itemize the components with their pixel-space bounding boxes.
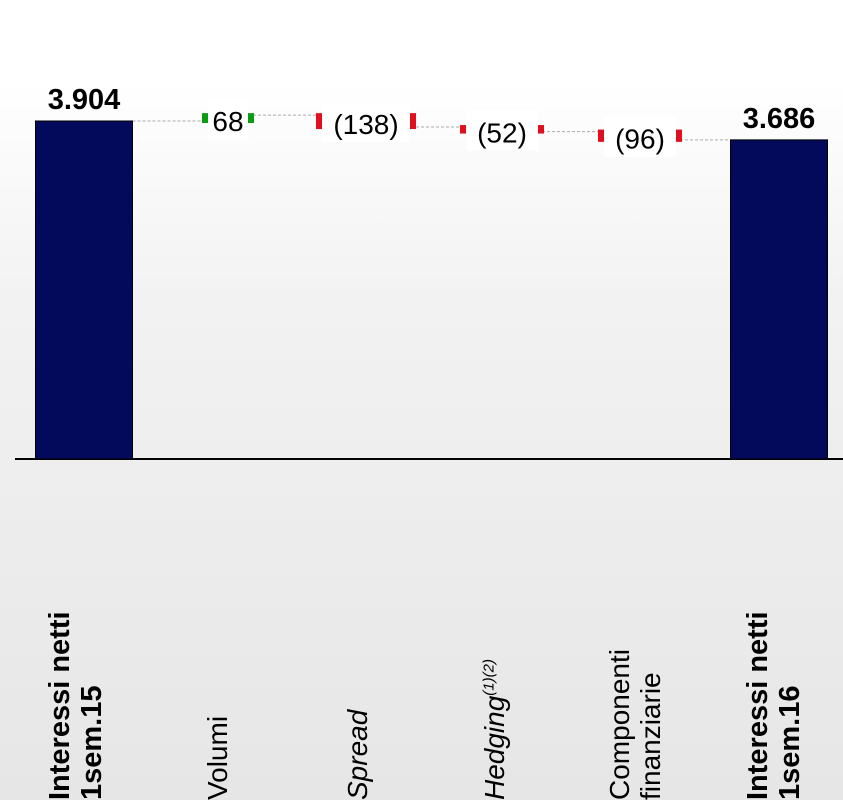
- category-label-line: Interessi netti: [44, 611, 76, 800]
- category-label-line: 1sem.15: [76, 685, 109, 800]
- category-label: Interessi netti 1sem.16: [742, 611, 807, 800]
- delta-value-label: 68: [212, 106, 243, 137]
- category-label: Volumi: [202, 716, 233, 800]
- category-label: Spread: [342, 710, 373, 800]
- category-label-text: Hedging: [479, 695, 510, 800]
- category-label-line: Spread: [342, 709, 373, 800]
- total-value-label: 3.904: [48, 84, 121, 116]
- delta-value-label: (96): [615, 124, 665, 155]
- total-bar: [730, 139, 828, 460]
- delta-label-background: [466, 110, 538, 151]
- category-label-footnote: (1)(2): [480, 659, 498, 696]
- delta-label-background: [604, 116, 676, 157]
- delta-label-background: [208, 99, 248, 140]
- category-label-line: Componenti: [604, 649, 635, 800]
- delta-value-label: (52): [477, 117, 527, 148]
- category-label: Componenti finanziarie: [604, 649, 667, 800]
- category-label: Hedging(1)(2): [479, 659, 510, 800]
- category-label: Interessi netti 1sem.15: [44, 611, 109, 800]
- category-label-line: Interessi netti: [742, 611, 774, 800]
- total-bar: [35, 120, 133, 460]
- delta-label-background: [322, 102, 410, 143]
- category-label-line: 1sem.16: [774, 685, 807, 800]
- category-label-line: finanziarie: [635, 672, 667, 800]
- total-value-label: 3.686: [743, 103, 816, 135]
- delta-value-label: (138): [333, 109, 398, 140]
- category-label-line: Volumi: [202, 715, 233, 800]
